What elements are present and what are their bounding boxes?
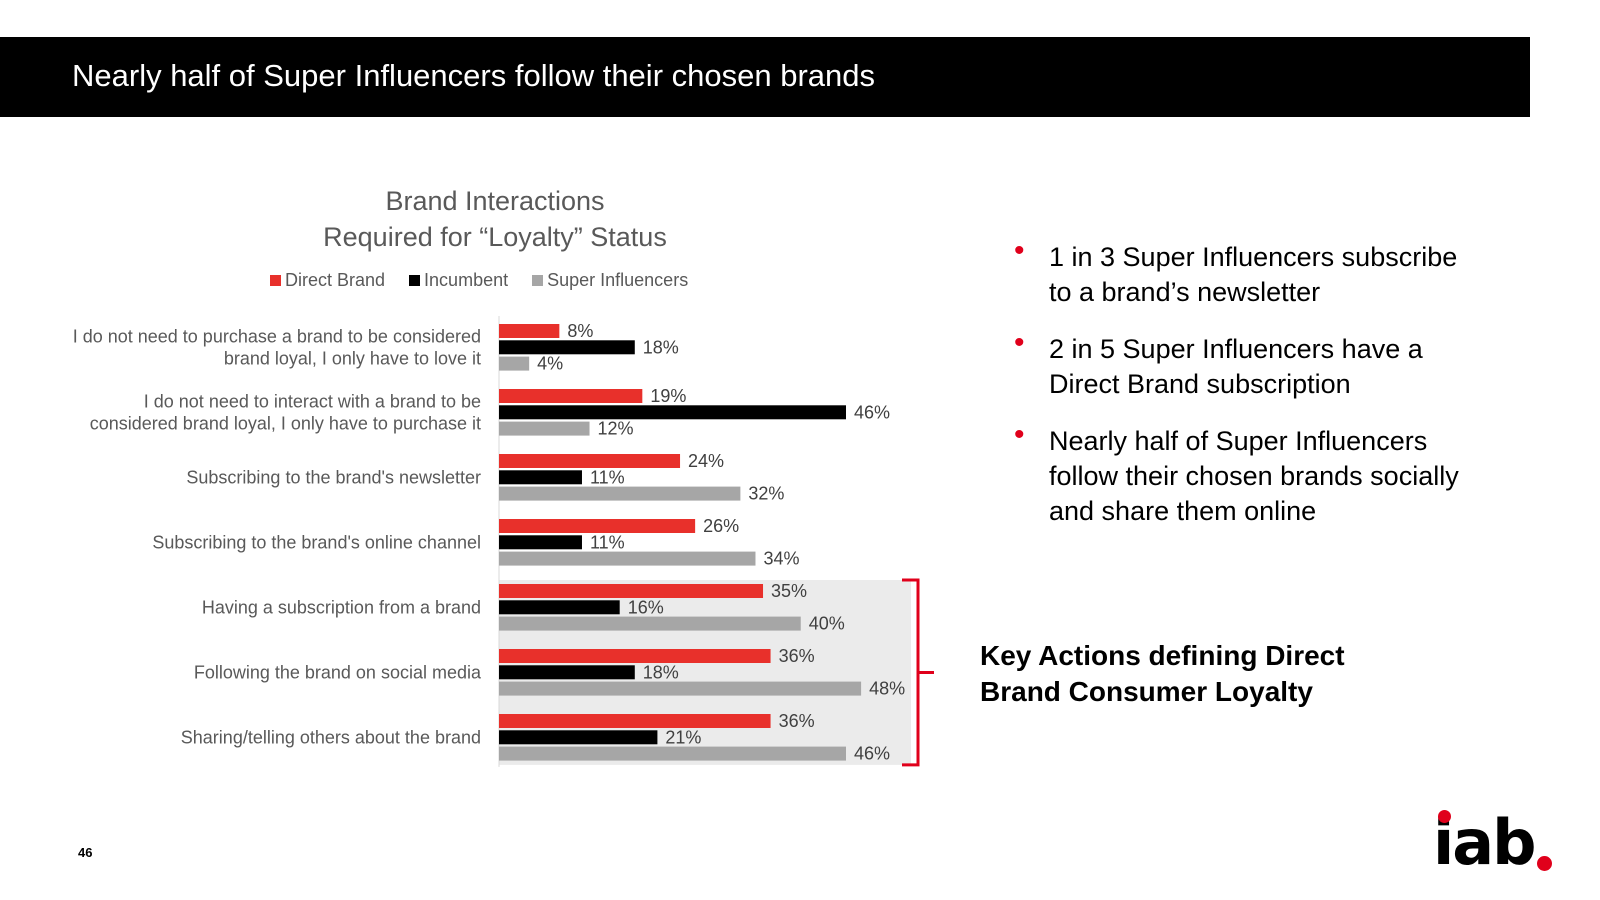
bar-super-influencers: [499, 746, 846, 761]
bar-super-influencers: [499, 616, 801, 631]
bar-incumbent: [499, 405, 846, 420]
key-finding-text: Nearly half of Super Influencers follow …: [1049, 426, 1459, 526]
key-finding-text: 2 in 5 Super Influencers have a Direct B…: [1049, 334, 1423, 399]
data-label-super-influencers: 32%: [748, 484, 784, 504]
bullet-dot: •: [1014, 418, 1025, 451]
data-label-direct-brand: 8%: [567, 321, 593, 341]
category-label: considered brand loyal, I only have to p…: [90, 413, 481, 433]
data-label-incumbent: 18%: [643, 662, 679, 682]
data-label-incumbent: 11%: [590, 467, 625, 487]
legend-label-incumbent: Incumbent: [424, 269, 509, 290]
bar-incumbent: [499, 470, 582, 485]
bar-direct-brand: [499, 649, 771, 663]
data-label-super-influencers: 4%: [537, 354, 563, 374]
legend-swatch-super-influencers: [532, 274, 544, 286]
category-label: brand loyal, I only have to love it: [224, 348, 481, 368]
bar-super-influencers: [499, 356, 530, 371]
page-title: Nearly half of Super Influencers follow …: [72, 58, 875, 93]
bar-incumbent: [499, 665, 635, 680]
bar-direct-brand: [499, 454, 681, 468]
logo-dot: [1537, 856, 1552, 871]
bar-super-influencers: [499, 551, 756, 566]
data-label-super-influencers: 40%: [809, 614, 845, 634]
bar-direct-brand: [499, 584, 764, 598]
page-number: 46: [78, 845, 93, 860]
bar-incumbent: [499, 535, 582, 550]
data-label-super-influencers: 12%: [598, 419, 634, 439]
bar-direct-brand: [499, 389, 643, 403]
data-label-direct-brand: 36%: [779, 711, 815, 731]
data-label-super-influencers: 34%: [763, 549, 799, 569]
data-label-direct-brand: 19%: [650, 386, 686, 406]
chart-legend: Direct Brand Incumbent Super Influencers: [270, 268, 688, 292]
data-label-super-influencers: 46%: [854, 744, 890, 764]
legend-swatch-direct-brand: [270, 274, 281, 286]
bar-super-influencers: [499, 421, 590, 436]
data-label-direct-brand: 35%: [771, 581, 807, 601]
data-label-direct-brand: 26%: [703, 516, 739, 536]
category-label: Subscribing to the brand's online channe…: [152, 532, 481, 552]
category-label: I do not need to interact with a brand t…: [144, 391, 481, 411]
iab-logo: iab: [1433, 808, 1553, 878]
title-bar: [0, 37, 1530, 117]
key-actions-callout: Key Actions defining Direct Brand Consum…: [980, 640, 1345, 707]
bar-incumbent: [499, 340, 635, 355]
highlight-bracket: [902, 578, 934, 767]
category-label: Subscribing to the brand's newsletter: [186, 467, 481, 487]
data-label-direct-brand: 24%: [688, 451, 724, 471]
data-label-incumbent: 21%: [665, 727, 701, 747]
legend-item-incumbent: Incumbent: [409, 270, 508, 291]
data-label-incumbent: 46%: [854, 402, 890, 422]
legend-label-super-influencers: Super Influencers: [547, 269, 689, 290]
data-label-incumbent: 18%: [643, 337, 679, 357]
legend-label-direct-brand: Direct Brand: [285, 269, 386, 290]
bar-direct-brand: [499, 714, 771, 728]
key-finding-text: 1 in 3 Super Influencers subscribe to a …: [1049, 242, 1458, 307]
bar-direct-brand: [499, 519, 696, 533]
data-label-incumbent: 16%: [628, 597, 664, 617]
legend-item-super-influencers: Super Influencers: [532, 270, 688, 291]
chart-title-line-2: Required for “Loyalty” Status: [323, 222, 667, 252]
legend-item-direct-brand: Direct Brand: [270, 270, 385, 291]
key-finding-item: • 1 in 3 Super Influencers subscribe to …: [1014, 236, 1484, 310]
category-label: Having a subscription from a brand: [202, 597, 481, 617]
category-label: Following the brand on social media: [194, 662, 482, 682]
bar-super-influencers: [499, 486, 741, 501]
bar-direct-brand: [499, 324, 560, 338]
data-label-direct-brand: 36%: [779, 646, 815, 666]
bar-incumbent: [499, 600, 620, 615]
bullet-dot: •: [1014, 234, 1025, 267]
category-label: I do not need to purchase a brand to be …: [73, 326, 481, 346]
legend-swatch-incumbent: [409, 274, 421, 286]
chart-title: Brand Interactions Required for “Loyalty…: [250, 183, 740, 255]
key-finding-item: • 2 in 5 Super Influencers have a Direct…: [1014, 328, 1484, 402]
chart-title-line-1: Brand Interactions: [385, 186, 605, 216]
bullet-dot: •: [1014, 326, 1025, 359]
data-label-super-influencers: 48%: [869, 679, 905, 699]
category-label: Sharing/telling others about the brand: [181, 727, 481, 747]
logo-dot: [1438, 810, 1451, 823]
data-label-incumbent: 11%: [590, 532, 625, 552]
key-findings-list: • 1 in 3 Super Influencers subscribe to …: [1014, 236, 1484, 551]
bar-incumbent: [499, 730, 658, 745]
bar-super-influencers: [499, 681, 862, 696]
key-finding-item: • Nearly half of Super Influencers follo…: [1014, 420, 1484, 529]
